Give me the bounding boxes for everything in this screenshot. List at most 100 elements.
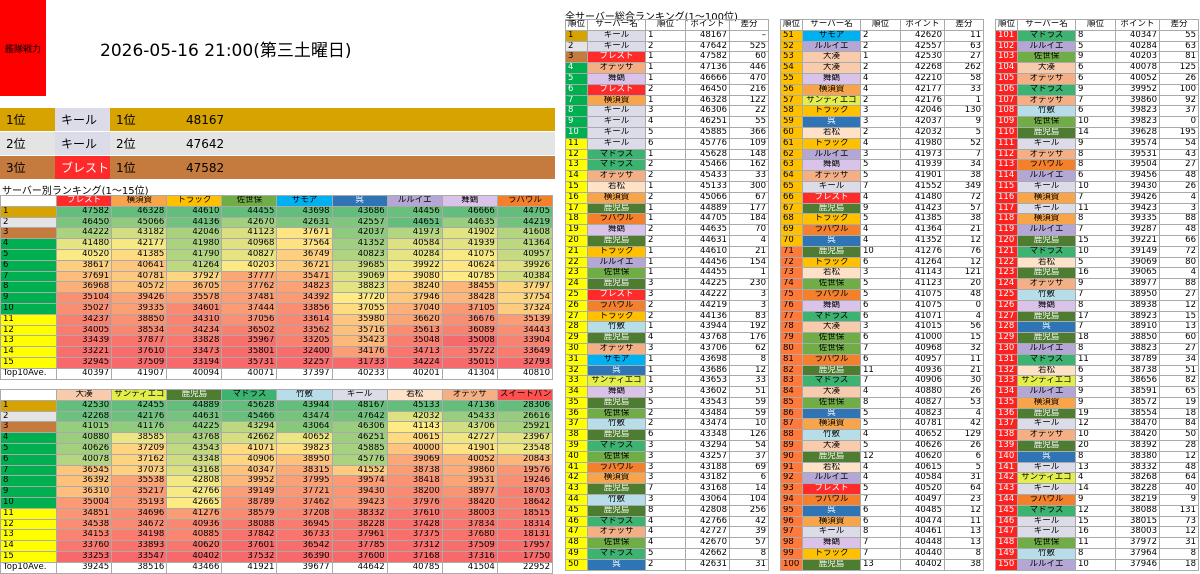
- diff: 72: [1159, 245, 1199, 258]
- points: 39456: [1115, 170, 1160, 182]
- value-cell: 39926: [496, 259, 554, 272]
- value-cell: 38617: [56, 259, 113, 272]
- value-cell: 39426: [111, 292, 168, 304]
- points: 40827: [900, 396, 945, 409]
- diff: 26: [944, 440, 984, 452]
- server: 佐世保: [1017, 51, 1076, 64]
- diff: 33: [944, 83, 984, 96]
- ranking-row: 94 ラバウル 7 40497 23: [780, 494, 984, 506]
- server: トラック: [802, 256, 861, 269]
- data-row: 10 35004 35193 42665 38789 37462 39423 37976 384…: [0, 496, 554, 509]
- server: ラバウル: [802, 353, 861, 366]
- header-cell: 差分: [729, 19, 769, 31]
- diff: 126: [729, 429, 769, 442]
- server-rank: 2: [645, 407, 686, 420]
- server-rank: 8: [860, 396, 901, 409]
- server: ルルイエ: [1017, 558, 1076, 571]
- diff: 53: [944, 396, 984, 409]
- header-row: 順位 サーバー名 順位 ポイント 差分: [565, 19, 769, 31]
- diff: 27: [1159, 288, 1199, 301]
- overall-rank: 60: [780, 126, 803, 139]
- points: 47582: [685, 51, 730, 64]
- data-row: 7 36545 37073 43168 40347 38315 41552 38738 3986…: [0, 464, 554, 477]
- ranking-row: 136 鹿児島 19 38554 18: [995, 407, 1199, 420]
- value-cell: 35048: [386, 335, 443, 348]
- server-rank: 3: [645, 472, 686, 485]
- server-rank: 10: [1075, 429, 1116, 442]
- overall-rank: 78: [780, 321, 803, 334]
- points: 46450: [685, 83, 730, 96]
- server: 大湊: [1017, 62, 1076, 74]
- diff: 15: [1159, 310, 1199, 323]
- server-rank: 12: [860, 450, 901, 463]
- value-cell: 37397: [276, 367, 333, 380]
- overall-rank: 95: [780, 504, 803, 517]
- diff: 63: [944, 40, 984, 53]
- ranking-row: 131 マドラス 11 38789 34: [995, 353, 1199, 366]
- server: キール: [587, 40, 646, 53]
- points: 42176: [900, 94, 945, 107]
- points: 45628: [685, 148, 730, 161]
- server-table-title: サーバー別ランキング(1〜15位): [2, 186, 149, 197]
- overall-rank: 54: [780, 62, 803, 74]
- server: マドラス: [802, 375, 861, 388]
- ranking-row: 7 横須賀 1 46328 122: [565, 94, 769, 107]
- points: 39860: [1115, 94, 1160, 107]
- diff: 1: [729, 267, 769, 280]
- points: 42808: [685, 504, 730, 517]
- value-cell: 35801: [221, 346, 278, 358]
- ranking-row: 119 ルルイエ 7 39287 48: [995, 224, 1199, 236]
- points: 40461: [900, 526, 945, 539]
- value-cell: 33194: [166, 356, 223, 369]
- overall-rank: 46: [565, 515, 588, 528]
- server-rank: 3: [860, 148, 901, 161]
- overall-rank: 103: [995, 51, 1018, 64]
- value-cell: 35193: [111, 496, 168, 509]
- value-cell: 40785: [441, 270, 498, 283]
- data-row: 14 33221 37610 33473 35801 32400 34176 34713 357…: [0, 346, 554, 358]
- diff: –: [729, 29, 769, 42]
- overall-rank: 104: [995, 62, 1018, 74]
- points: 38950: [1115, 288, 1160, 301]
- server-rank: 1位: [110, 108, 180, 132]
- server: 鹿児島: [587, 483, 646, 496]
- value-cell: 40284: [386, 248, 443, 261]
- points: 38420: [1115, 429, 1160, 442]
- server-rank: 4: [860, 83, 901, 96]
- server: サンディエゴ: [1017, 472, 1076, 485]
- points: 38850: [1115, 332, 1160, 344]
- value-cell: 37995: [276, 475, 333, 488]
- diff: 23: [944, 494, 984, 506]
- server-rank: 3: [645, 278, 686, 290]
- value-cell: 38420: [441, 496, 498, 509]
- value-cell: 43768: [166, 432, 223, 444]
- overall-rank: 148: [995, 537, 1018, 550]
- value-cell: 41901: [441, 442, 498, 455]
- header-cell: 順位: [1075, 19, 1116, 31]
- value-cell: 33828: [166, 335, 223, 348]
- overall-rank: 122: [995, 256, 1018, 269]
- overall-rank: 16: [565, 191, 588, 204]
- value-cell: 40880: [56, 432, 113, 444]
- server-rank: 7: [1075, 224, 1116, 236]
- diff: 9: [1159, 494, 1199, 506]
- server: 佐世保: [587, 407, 646, 420]
- value-cell: 41364: [496, 238, 554, 250]
- value-cell: 37601: [221, 540, 278, 552]
- value-cell: 41071: [221, 442, 278, 455]
- server: キール: [1017, 515, 1076, 528]
- overall-rank: 32: [565, 364, 588, 377]
- value-cell: 42176: [111, 410, 168, 423]
- points: 38823: [1115, 342, 1160, 355]
- value-cell: 40781: [111, 270, 168, 283]
- value-cell: 38428: [441, 292, 498, 304]
- value-cell: 42046: [166, 227, 223, 240]
- overall-rank: 59: [780, 116, 803, 128]
- value-cell: 34224: [386, 356, 443, 369]
- value-cell: 43706: [441, 421, 498, 434]
- server: キール: [802, 180, 861, 193]
- server: キール: [802, 526, 861, 539]
- ranking-row: 61 トラック 4 41980 52: [780, 137, 984, 150]
- server-rank: 4: [860, 386, 901, 398]
- points: 42662: [685, 548, 730, 560]
